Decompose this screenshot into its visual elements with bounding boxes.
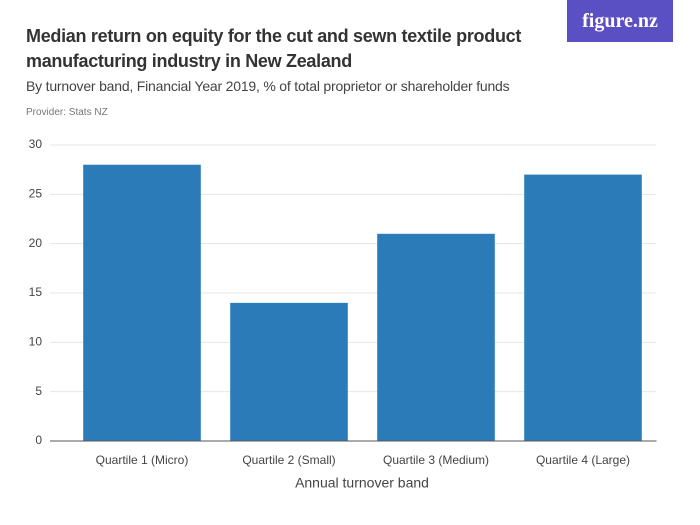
y-tick-label: 30	[29, 137, 43, 151]
x-axis-label: Annual turnover band	[295, 475, 429, 491]
y-tick-label: 20	[29, 236, 43, 250]
provider: Provider: Stats NZ	[26, 107, 108, 118]
bar	[230, 302, 348, 441]
y-tick-label: 5	[35, 384, 42, 398]
chart-title: Median return on equity for the cut and …	[26, 26, 522, 71]
bar	[377, 233, 495, 441]
bar	[524, 174, 642, 441]
y-tick-label: 15	[29, 285, 43, 299]
y-tick-label: 25	[29, 187, 43, 201]
chart-subtitle: By turnover band, Financial Year 2019, %…	[26, 78, 510, 94]
y-tick-label: 10	[29, 335, 43, 349]
x-tick-label: Quartile 2 (Small)	[242, 453, 335, 467]
y-tick-label: 0	[35, 433, 42, 447]
x-tick-label: Quartile 4 (Large)	[536, 453, 630, 467]
x-tick-label: Quartile 3 (Medium)	[383, 453, 489, 467]
x-tick-label: Quartile 1 (Micro)	[96, 453, 189, 467]
bar	[83, 164, 201, 441]
logo[interactable]: figure.nz	[567, 0, 673, 42]
